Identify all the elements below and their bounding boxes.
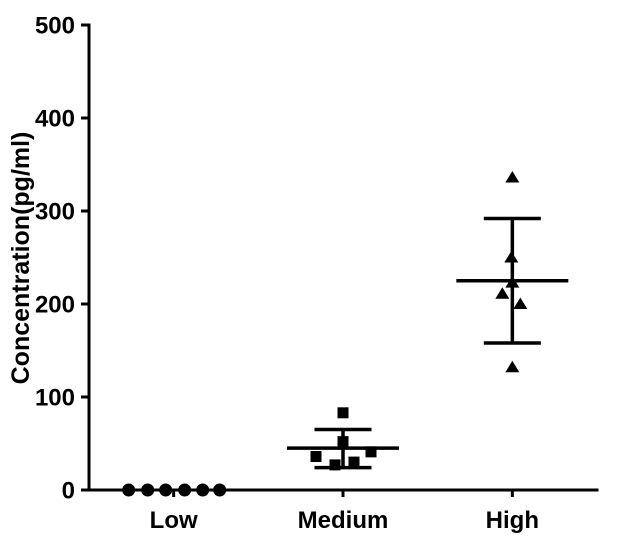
data-point-marker <box>178 483 192 497</box>
data-point-marker <box>196 483 210 497</box>
data-point-marker <box>495 287 510 299</box>
data-point-marker <box>348 456 360 468</box>
y-tick-label: 100 <box>35 385 75 412</box>
x-category-label: High <box>486 507 539 534</box>
y-tick-label: 300 <box>35 199 75 226</box>
data-point-marker <box>310 451 322 463</box>
data-point-marker <box>505 360 520 373</box>
x-category-label: Medium <box>298 507 389 534</box>
data-point-marker <box>122 483 136 497</box>
data-point-marker <box>213 483 227 497</box>
data-point-marker <box>505 171 520 183</box>
data-point-marker <box>337 436 349 448</box>
axis-tick-labels: 0 100 200 300 400 500 Low Medium High <box>35 13 539 535</box>
y-tick-label: 200 <box>35 292 75 319</box>
y-tick-label: 500 <box>35 13 75 40</box>
data-point-marker <box>329 459 341 471</box>
data-point-marker <box>365 446 377 458</box>
axes <box>81 23 599 497</box>
y-axis-title: Concentration(pg/ml) <box>7 132 35 385</box>
data-point-marker <box>504 251 519 263</box>
x-category-label: Low <box>150 507 198 534</box>
y-tick-label: 400 <box>35 106 75 133</box>
data-point-marker <box>337 407 349 419</box>
y-tick-label: 0 <box>62 478 75 505</box>
data-points <box>122 171 528 497</box>
data-point-marker <box>513 297 528 309</box>
data-point-marker <box>505 276 520 288</box>
plot-area: 0 100 200 300 400 500 Low Medium High <box>35 13 599 535</box>
data-point-marker <box>159 483 173 497</box>
error-bars <box>287 216 569 470</box>
data-point-marker <box>141 483 155 497</box>
